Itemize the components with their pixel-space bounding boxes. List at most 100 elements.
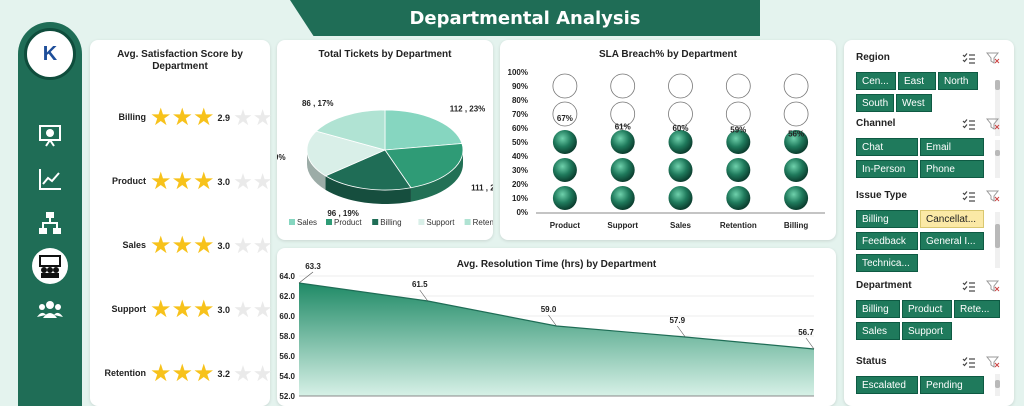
leader-line	[805, 337, 815, 350]
filter-chip[interactable]: East	[898, 72, 936, 90]
filter-chip[interactable]: Email	[920, 138, 984, 156]
satisfaction-title-line2: Department	[152, 61, 208, 72]
star-icon: ★	[150, 232, 172, 259]
sla-bubble-empty	[668, 101, 693, 127]
filter-chip[interactable]: Escalated	[856, 376, 918, 394]
legend-swatch	[418, 219, 425, 225]
filter-scrollbar-thumb[interactable]	[995, 224, 1000, 248]
filter-chip[interactable]: Billing	[856, 210, 918, 228]
filter-chip[interactable]: North	[938, 72, 978, 90]
pie-slice-side	[410, 150, 463, 202]
filter-scrollbar[interactable]	[995, 140, 1000, 178]
sla-bubble-empty	[610, 73, 636, 99]
filter-chip[interactable]: Technica...	[856, 254, 918, 272]
filter-chip[interactable]: Support	[902, 322, 952, 340]
filter-chip[interactable]: Cancellat...	[920, 210, 984, 228]
clear-filter-icon[interactable]	[985, 355, 1000, 373]
satisfaction-dept-label: Sales	[122, 240, 146, 250]
sla-bubble-empty	[610, 101, 636, 127]
y-tick-label: 20%	[512, 180, 528, 189]
pie-slice-side	[325, 175, 411, 204]
y-tick-label: 0%	[516, 208, 528, 217]
multi-select-icon[interactable]	[962, 355, 976, 373]
satisfaction-score-value: 3.0	[217, 241, 231, 251]
presentation-icon[interactable]	[35, 120, 65, 150]
empty-star-icon: ★	[233, 297, 253, 322]
sla-bubble-filled	[668, 158, 693, 182]
users-group-icon[interactable]	[35, 294, 65, 324]
x-tick-label: Retention	[720, 221, 757, 230]
y-tick-label: 100%	[508, 68, 528, 77]
filter-chip[interactable]: Sales	[856, 322, 900, 340]
satisfaction-title-line1: Avg. Satisfaction Score by	[117, 49, 243, 60]
y-tick-label: 80%	[512, 96, 528, 105]
empty-star-icon: ★	[233, 233, 253, 258]
sla-bubble-empty	[668, 73, 693, 99]
filter-chip[interactable]: South	[856, 94, 894, 112]
filter-scrollbar[interactable]	[995, 80, 1000, 136]
pie-slice	[315, 109, 386, 151]
sla-bubble-filled	[552, 186, 577, 210]
pie-chart-title: Total Tickets by Department	[318, 49, 452, 60]
area-data-label: 63.3	[305, 262, 321, 271]
y-tick-label: 58.0	[279, 332, 295, 341]
x-tick-label: Sales	[670, 221, 691, 230]
filter-scrollbar-thumb[interactable]	[995, 150, 1000, 156]
multi-select-icon[interactable]	[962, 117, 976, 135]
star-icon: ★	[171, 168, 194, 195]
filter-chip[interactable]: Product	[902, 300, 952, 318]
sla-bubble-empty	[783, 73, 809, 99]
filter-scrollbar-thumb[interactable]	[995, 380, 1000, 388]
pie-data-label: 95 , 19%	[277, 153, 286, 162]
filter-title: Issue Type	[856, 190, 907, 201]
org-chart-icon[interactable]	[35, 208, 65, 238]
sla-bubble-empty	[725, 101, 751, 127]
area-data-label: 61.5	[412, 280, 428, 289]
clear-filter-icon[interactable]	[985, 117, 1000, 135]
legend-swatch	[289, 219, 295, 225]
star-icon: ★	[171, 104, 194, 131]
filter-chip[interactable]: Pending	[920, 376, 984, 394]
pie-data-label: 86 , 17%	[302, 99, 334, 108]
clear-filter-icon[interactable]	[985, 51, 1000, 69]
filter-chip[interactable]: Phone	[920, 160, 984, 178]
filter-scrollbar-thumb[interactable]	[995, 80, 1000, 90]
filter-chip[interactable]: General I...	[920, 232, 984, 250]
filter-chip[interactable]: In-Person	[856, 160, 918, 178]
star-icon: ★	[171, 232, 194, 259]
star-icon: ★	[150, 296, 172, 323]
sla-bubble-filled	[784, 186, 809, 210]
multi-select-icon[interactable]	[962, 279, 976, 297]
leader-line	[548, 314, 557, 327]
filter-chip[interactable]: West	[896, 94, 932, 112]
clear-filter-icon[interactable]	[985, 189, 1000, 207]
sla-bubble-filled	[726, 130, 751, 154]
sla-bubble-filled	[784, 130, 809, 154]
filter-controls	[962, 51, 1000, 69]
sla-value-label: 67%	[557, 114, 573, 123]
department-team-icon[interactable]	[32, 248, 68, 284]
tickets-pie-chart: 112 , 23% 111 , 22% 96 , 19% 95 , 19% 86 , 1…	[277, 99, 493, 227]
y-tick-label: 40%	[512, 152, 528, 161]
star-rating: ★ ★ ★ 3.0 ★ ★	[150, 170, 273, 194]
filter-chip[interactable]: Chat	[856, 138, 918, 156]
multi-select-icon[interactable]	[962, 51, 976, 69]
multi-select-icon[interactable]	[962, 189, 976, 207]
clear-filter-icon[interactable]	[985, 279, 1000, 297]
area-data-label: 56.7	[798, 328, 814, 337]
filter-chip[interactable]: Feedback	[856, 232, 918, 250]
filter-chip[interactable]: Billing	[856, 300, 900, 318]
y-tick-label: 62.0	[279, 292, 295, 301]
filter-chip[interactable]: Rete...	[954, 300, 1000, 318]
line-chart-icon[interactable]	[35, 164, 65, 194]
y-tick-label: 50%	[512, 138, 528, 147]
filter-chip[interactable]: Cen...	[856, 72, 896, 90]
star-rating: ★ ★ ★ 3.0 ★ ★	[150, 298, 273, 322]
filter-controls	[962, 117, 1000, 135]
satisfaction-dept-label: Product	[111, 176, 146, 186]
y-tick-label: 64.0	[279, 272, 295, 281]
filter-title: Region	[856, 52, 890, 63]
leader-line	[419, 289, 428, 302]
empty-star-icon: ★	[252, 233, 273, 258]
sla-bubble-filled	[610, 130, 635, 154]
